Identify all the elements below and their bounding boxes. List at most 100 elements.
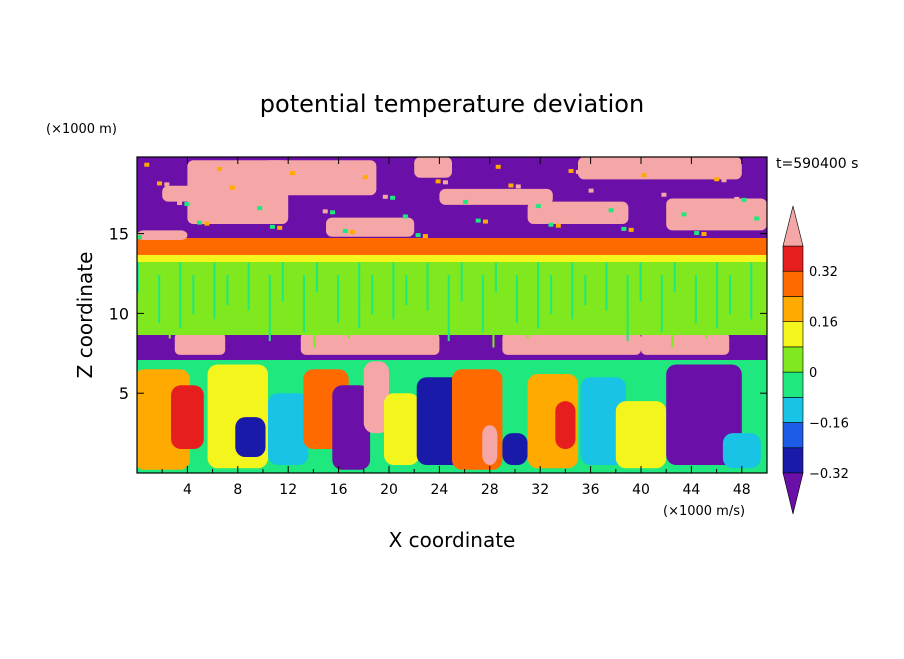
upper-speckle bbox=[157, 181, 163, 186]
mid-streak bbox=[437, 268, 440, 326]
upper-speckle bbox=[197, 220, 203, 225]
colorbar-tick-label-4: −0.32 bbox=[809, 467, 849, 482]
mid-streak bbox=[181, 268, 184, 299]
colorbar-lower-extend bbox=[782, 472, 804, 515]
mid-streak bbox=[492, 281, 495, 348]
upper-speckle bbox=[568, 168, 574, 173]
upper-speckle bbox=[741, 197, 747, 202]
upper-speckle bbox=[648, 174, 654, 179]
plume-16 bbox=[615, 401, 667, 469]
upper-speckle bbox=[482, 219, 488, 224]
upper-speckle bbox=[528, 203, 534, 208]
colorbar-tick-label-3: −0.16 bbox=[809, 417, 849, 432]
upper-warm-patches bbox=[137, 157, 767, 240]
colorbar: 0.32 0.16 0 −0.16 −0.32 bbox=[782, 205, 849, 515]
colorbar-upper-extend bbox=[782, 205, 804, 247]
upper-speckle bbox=[601, 207, 607, 212]
upper-speckle bbox=[714, 177, 720, 182]
mid-streak bbox=[168, 281, 171, 339]
mid-layer-streaks bbox=[137, 262, 763, 348]
plume-1 bbox=[171, 385, 204, 450]
upper-patch-4 bbox=[527, 201, 629, 225]
upper-speckle bbox=[289, 171, 295, 176]
y-unit-label: (×1000 m) bbox=[46, 122, 117, 137]
upper-speckle bbox=[721, 178, 727, 183]
mid-streak bbox=[347, 281, 350, 339]
x-tick-label-10: 44 bbox=[682, 482, 700, 498]
x-tick-label-8: 36 bbox=[582, 482, 600, 498]
x-axis: 4 8 12 16 20 24 28 32 36 40 44 48 bbox=[161, 157, 751, 498]
band-transition-yellow bbox=[137, 255, 767, 262]
mid-streak bbox=[718, 268, 721, 299]
mid-streak bbox=[360, 268, 363, 299]
plume-18 bbox=[722, 433, 761, 469]
mid-streak bbox=[571, 262, 574, 320]
mid-streak bbox=[494, 262, 497, 293]
upper-speckle bbox=[515, 184, 521, 189]
mid-streak bbox=[415, 281, 418, 321]
mid-streak bbox=[247, 262, 250, 311]
upper-patch-5 bbox=[578, 157, 742, 180]
plot-area bbox=[137, 157, 767, 473]
mid-streak bbox=[302, 275, 305, 333]
mid-streak bbox=[226, 275, 229, 306]
mid-streak bbox=[660, 275, 663, 333]
upper-patch-8 bbox=[326, 217, 415, 237]
mid-streak bbox=[392, 262, 395, 320]
colorbar-segment-8 bbox=[782, 245, 804, 272]
x-tick-label-9: 40 bbox=[632, 482, 650, 498]
x-tick-label-0: 4 bbox=[183, 482, 192, 498]
mid-streak bbox=[481, 275, 484, 333]
upper-speckle bbox=[681, 212, 687, 217]
mid-streak bbox=[550, 275, 553, 315]
mid-streak bbox=[358, 262, 361, 329]
mid-streak bbox=[584, 275, 587, 306]
upper-patch-7 bbox=[137, 230, 188, 240]
mid-streak bbox=[526, 281, 529, 339]
plume-6 bbox=[332, 385, 371, 470]
mid-streak bbox=[605, 262, 608, 311]
mid-streak bbox=[560, 281, 563, 330]
upper-speckle bbox=[588, 188, 594, 193]
mid-streak bbox=[292, 268, 295, 317]
upper-speckle bbox=[701, 232, 707, 237]
y-tick-label-1: 10 bbox=[109, 304, 129, 323]
mid-streak bbox=[192, 275, 195, 315]
mid-streak bbox=[426, 262, 429, 311]
upper-speckle bbox=[442, 180, 448, 185]
mid-streak bbox=[371, 275, 374, 315]
upper-speckle bbox=[362, 175, 368, 180]
y-tick-label-2: 15 bbox=[109, 225, 129, 244]
colorbar-segment-6 bbox=[782, 296, 804, 322]
upper-speckle bbox=[734, 196, 740, 201]
upper-speckle bbox=[475, 218, 481, 223]
mid-streak bbox=[179, 262, 182, 329]
y-axis: 5 10 15 bbox=[109, 225, 767, 403]
upper-speckle bbox=[144, 162, 150, 167]
mid-streak bbox=[268, 275, 271, 342]
upper-speckle bbox=[641, 173, 647, 178]
upper-speckle bbox=[382, 194, 388, 199]
inversion-patch-0 bbox=[174, 332, 226, 355]
x-tick-label-3: 16 bbox=[330, 482, 348, 498]
mid-streak bbox=[705, 281, 708, 339]
upper-speckle bbox=[237, 186, 243, 191]
mid-streak bbox=[326, 268, 329, 308]
upper-speckle bbox=[415, 233, 421, 238]
plume-15 bbox=[580, 377, 626, 466]
mid-streak bbox=[202, 281, 205, 330]
mid-streak bbox=[539, 268, 542, 299]
mid-streak bbox=[537, 262, 540, 329]
upper-speckle bbox=[508, 183, 514, 188]
plot-frame bbox=[136, 156, 768, 474]
upper-speckle bbox=[455, 198, 461, 203]
x-tick-label-11: 48 bbox=[733, 482, 751, 498]
mid-streak bbox=[739, 281, 742, 330]
mid-streak bbox=[760, 268, 763, 335]
mid-streak bbox=[673, 262, 676, 293]
upper-speckle bbox=[342, 228, 348, 233]
upper-speckle bbox=[754, 216, 760, 221]
x-tick-label-7: 32 bbox=[531, 482, 549, 498]
plume-17 bbox=[666, 364, 742, 466]
upper-speckle bbox=[164, 182, 170, 187]
